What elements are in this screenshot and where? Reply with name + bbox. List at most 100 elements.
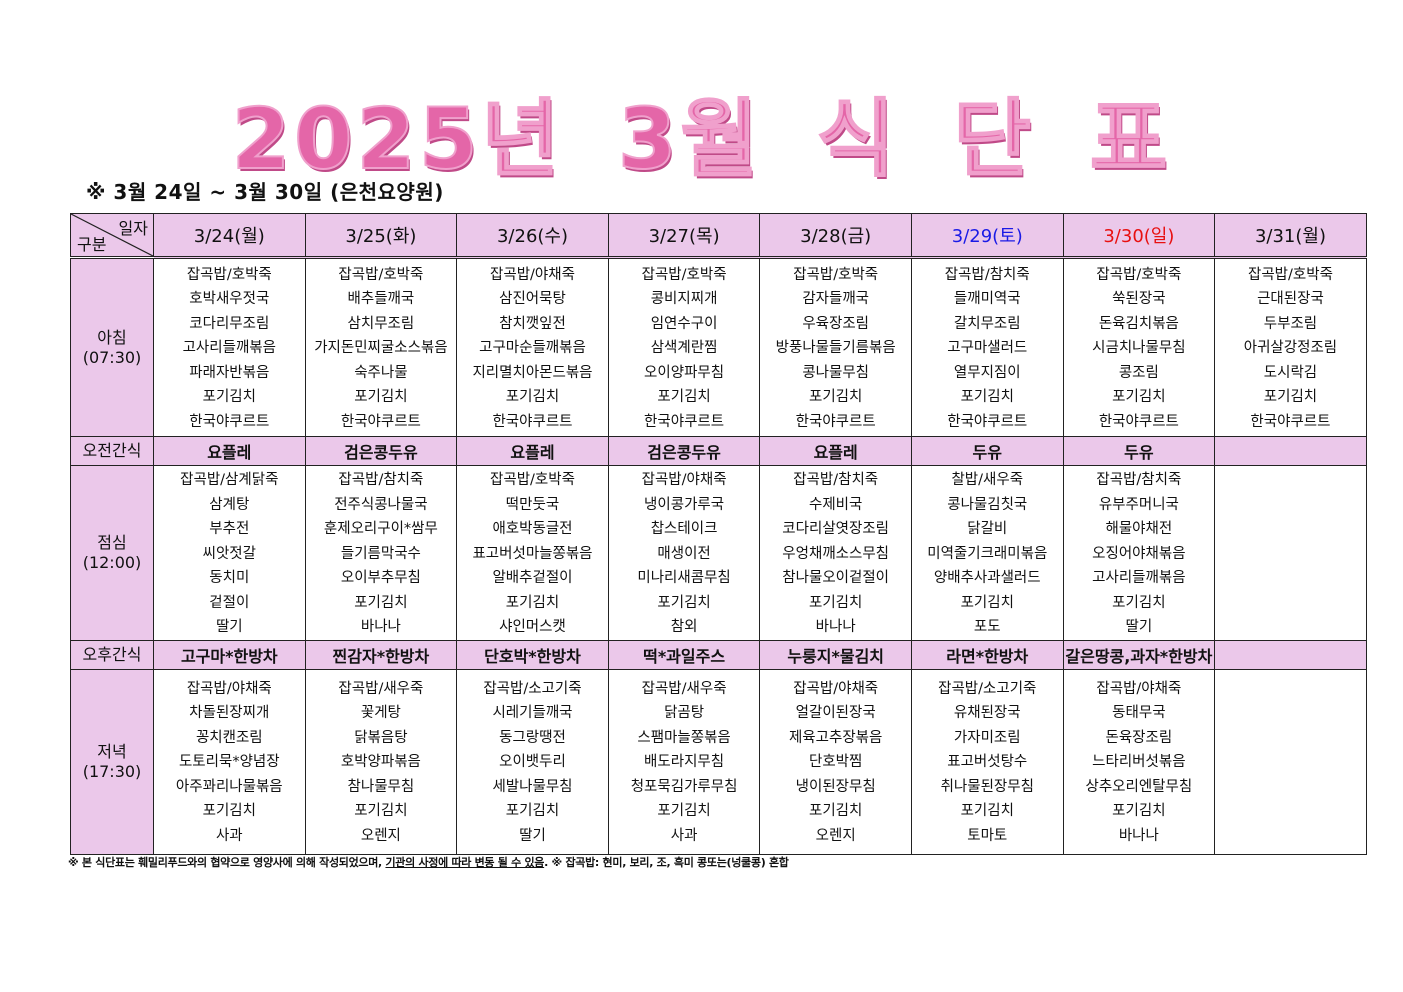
snack-cell: 갈은땅콩,과자*한방차 bbox=[1062, 639, 1216, 670]
menu-item: 꽃게탕 bbox=[360, 705, 401, 722]
menu-item: 포기김치 bbox=[202, 803, 256, 820]
menu-item: 애호박동글전 bbox=[492, 521, 573, 537]
menu-item: 포기김치 bbox=[657, 389, 711, 406]
menu-item: 포기김치 bbox=[1263, 389, 1318, 406]
menu-item: 우엉채깨소스무침 bbox=[782, 545, 890, 562]
menu-item: 돈육김치볶음 bbox=[1098, 315, 1179, 332]
menu-item: 포기김치 bbox=[657, 803, 711, 820]
menu-item: 스팸마늘쫑볶음 bbox=[637, 729, 731, 746]
menu-item: 한국야쿠르트 bbox=[1250, 413, 1331, 430]
menu-cell: 잡곡밥/참치죽 전주식콩나물국 훈제오리구이*쌈무 들기름막국수 오이부추무침 포기김치 바… bbox=[304, 465, 458, 641]
menu-item: 잡곡밥/호박죽 bbox=[186, 266, 272, 283]
menu-item: 콩나물무침 bbox=[802, 364, 870, 381]
footnote-underlined: 기관의 사정에 따라 변동 될 수 있음 bbox=[385, 856, 545, 869]
menu-item: 갈치무조림 bbox=[953, 315, 1021, 332]
menu-item: 수제비국 bbox=[808, 496, 863, 513]
menu-item: 포기김치 bbox=[505, 594, 560, 611]
menu-item: 쑥된장국 bbox=[1112, 291, 1166, 308]
menu-item: 배도라지무침 bbox=[644, 754, 725, 771]
meal-name: 점심 bbox=[97, 532, 127, 552]
menu-item: 상추오리엔탈무침 bbox=[1085, 778, 1193, 795]
menu-item: 떡만둣국 bbox=[505, 496, 560, 513]
menu-item: 잡곡밥/호박죽 bbox=[1096, 266, 1182, 283]
day-header: 3/27(목) bbox=[607, 213, 761, 259]
row-label: 아침 (07:30) bbox=[70, 257, 154, 437]
menu-item: 포기김치 bbox=[808, 803, 863, 820]
menu-item: 잡곡밥/소고기죽 bbox=[938, 680, 1037, 697]
snack-row: 오전간식 요플레 검은콩두유 요플레 검은콩두유 요플레 두유 두유 bbox=[70, 436, 1367, 466]
snack-cell: 검은콩두유 bbox=[304, 436, 458, 466]
menu-item: 포기김치 bbox=[657, 594, 711, 611]
menu-item: 포기김치 bbox=[505, 803, 560, 820]
diagonal-divider bbox=[71, 214, 153, 256]
menu-item: 삼계탕 bbox=[209, 496, 250, 513]
menu-item: 잡곡밥/호박죽 bbox=[1247, 266, 1333, 283]
menu-item: 아주꽈리나물볶음 bbox=[175, 778, 283, 795]
menu-item: 동태무국 bbox=[1112, 705, 1166, 722]
menu-item: 근대된장국 bbox=[1257, 291, 1324, 308]
menu-cell: 찰밥/새우죽 콩나물김칫국 닭갈비 미역줄기크래미볶음 양배추사과샐러드 포기김치 포도 bbox=[910, 465, 1064, 641]
menu-item: 차돌된장찌개 bbox=[189, 705, 270, 722]
menu-item: 양배추사과샐러드 bbox=[933, 570, 1041, 586]
menu-item: 냉이된장무침 bbox=[795, 778, 876, 795]
day-header: 3/26(수) bbox=[456, 213, 609, 259]
meal-name: 저녁 bbox=[97, 741, 127, 761]
row-label: 오후간식 bbox=[70, 639, 154, 670]
menu-item: 잡곡밥/호박죽 bbox=[490, 472, 575, 488]
menu-cell: 잡곡밥/호박죽 감자들깨국 우육장조림 방풍나물들기름볶음 콩나물무침 포기김치 한국야쿠르… bbox=[759, 257, 912, 437]
menu-item: 포기김치 bbox=[1112, 594, 1166, 611]
meal-time: (17:30) bbox=[82, 761, 142, 781]
snack-cell: 단호박*한방차 bbox=[456, 639, 609, 670]
menu-cell bbox=[1214, 668, 1367, 855]
menu-item: 돈육장조림 bbox=[1105, 729, 1173, 746]
menu-cell: 잡곡밥/호박죽 배추들깨국 삼치무조림 가지돈민찌굴소스볶음 숙주나물 포기김치 한국야쿠르… bbox=[304, 257, 458, 437]
menu-item: 딸기 bbox=[215, 619, 243, 635]
menu-item: 방풍나물들기름볶음 bbox=[775, 340, 896, 357]
menu-item: 감자들깨국 bbox=[802, 291, 870, 308]
menu-table: 일자 구분 3/24(월) 3/25(화) 3/26(수) 3/27(목) 3/28(금… bbox=[70, 213, 1367, 855]
footnote-text: ※ 본 식단표는 훼밀리푸드와의 협약으로 영양사에 의해 작성되었으며, bbox=[68, 856, 386, 869]
menu-item: 찹스테이크 bbox=[650, 521, 718, 537]
snack-cell: 검은콩두유 bbox=[607, 436, 761, 466]
menu-item: 고사리들깨볶음 bbox=[1092, 570, 1186, 586]
menu-item: 한국야쿠르트 bbox=[492, 413, 573, 430]
menu-item: 포기김치 bbox=[808, 389, 863, 406]
menu-item: 호박새우젓국 bbox=[189, 291, 270, 308]
menu-item: 들깨미역국 bbox=[953, 291, 1021, 308]
menu-item: 잡곡밥/호박죽 bbox=[641, 266, 727, 283]
menu-cell: 잡곡밥/삼계닭죽 삼계탕 부추전 씨앗젓갈 동치미 겉절이 딸기 bbox=[153, 465, 306, 641]
menu-item: 호박양파볶음 bbox=[340, 754, 421, 771]
menu-item: 잡곡밥/야채죽 bbox=[490, 266, 575, 283]
menu-item: 우육장조림 bbox=[802, 315, 870, 332]
menu-item: 고구마순들깨볶음 bbox=[479, 340, 586, 357]
day-header: 3/31(월) bbox=[1214, 213, 1367, 259]
menu-item: 씨앗젓갈 bbox=[202, 545, 256, 562]
menu-item: 한국야쿠르트 bbox=[189, 413, 270, 430]
menu-item: 잡곡밥/새우죽 bbox=[338, 680, 424, 697]
snack-cell: 요플레 bbox=[153, 436, 306, 466]
menu-item: 한국야쿠르트 bbox=[795, 413, 876, 430]
menu-item: 잡곡밥/참치죽 bbox=[944, 266, 1030, 283]
menu-item: 바나나 bbox=[815, 619, 856, 635]
menu-item: 배추들깨국 bbox=[347, 291, 415, 308]
menu-item: 포기김치 bbox=[960, 594, 1014, 611]
menu-item: 참나물무침 bbox=[347, 778, 415, 795]
menu-item: 한국야쿠르트 bbox=[644, 413, 725, 430]
menu-cell: 잡곡밥/새우죽 닭곰탕 스팸마늘쫑볶음 배도라지무침 청포묵김가루무침 포기김치 사과 bbox=[607, 668, 761, 855]
menu-item: 잡곡밥/야채죽 bbox=[186, 680, 272, 697]
menu-item: 표고버섯탕수 bbox=[947, 754, 1028, 771]
menu-item: 포기김치 bbox=[960, 389, 1014, 406]
menu-item: 샤인머스캣 bbox=[499, 619, 566, 635]
menu-cell: 잡곡밥/소고기죽 시레기들깨국 동그랑땡전 오이뱃두리 세발나물무침 포기김치 딸기 bbox=[456, 668, 609, 855]
menu-item: 콩조림 bbox=[1118, 364, 1159, 381]
day-header: 3/29(토) bbox=[910, 213, 1064, 259]
menu-cell: 잡곡밥/참치죽 유부주머니국 해물야채전 오징어야채볶음 고사리들깨볶음 포기김치 딸기 bbox=[1062, 465, 1216, 641]
menu-cell: 잡곡밥/야채죽 동태무국 돈육장조림 느타리버섯볶음 상추오리엔탈무침 포기김치 바나나 bbox=[1062, 668, 1216, 855]
menu-item: 오렌지 bbox=[360, 827, 401, 844]
meal-time: (12:00) bbox=[82, 552, 142, 572]
menu-cell bbox=[1214, 465, 1367, 641]
snack-cell: 요플레 bbox=[759, 436, 912, 466]
menu-item: 토마토 bbox=[967, 827, 1008, 844]
menu-item: 시레기들깨국 bbox=[492, 705, 573, 722]
menu-item: 꽁치캔조림 bbox=[195, 729, 263, 746]
